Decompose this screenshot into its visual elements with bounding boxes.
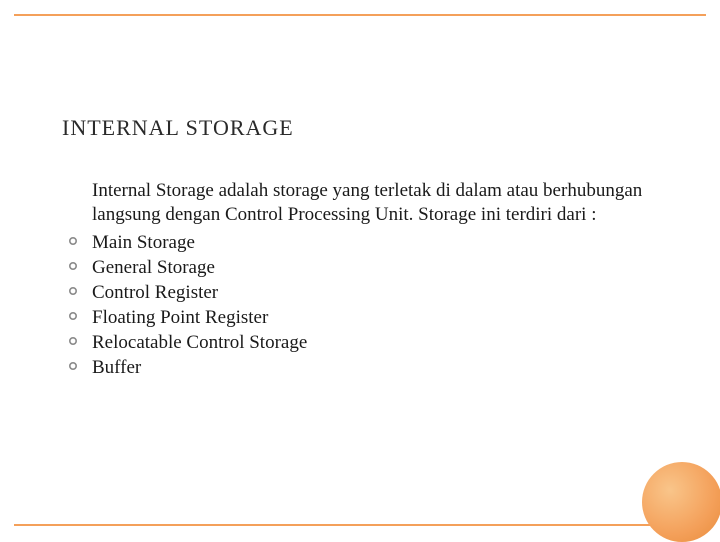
top-border	[14, 14, 706, 16]
list-item: General Storage	[68, 255, 660, 280]
bottom-border	[14, 524, 706, 526]
list-item: Floating Point Register	[68, 305, 660, 330]
list-item-label: Main Storage	[92, 230, 195, 255]
list-item: Buffer	[68, 355, 660, 380]
list-item-label: Relocatable Control Storage	[92, 330, 307, 355]
list-item: Control Register	[68, 280, 660, 305]
list-item-label: Buffer	[92, 355, 141, 380]
list-item-label: Control Register	[92, 280, 218, 305]
page-title: INTERNAL STORAGE	[62, 115, 660, 141]
intro-paragraph: Internal Storage adalah storage yang ter…	[92, 179, 660, 228]
bullet-icon	[68, 305, 92, 321]
list-item-label: Floating Point Register	[92, 305, 268, 330]
slide-content: INTERNAL STORAGE Internal Storage adalah…	[62, 115, 660, 380]
bullet-icon	[68, 230, 92, 246]
bullet-icon	[68, 255, 92, 271]
bullet-icon	[68, 355, 92, 371]
storage-list: Main Storage General Storage Control Reg…	[68, 230, 660, 380]
bullet-icon	[68, 280, 92, 296]
list-item-label: General Storage	[92, 255, 215, 280]
bullet-icon	[68, 330, 92, 346]
list-item: Relocatable Control Storage	[68, 330, 660, 355]
list-item: Main Storage	[68, 230, 660, 255]
corner-decoration	[642, 462, 720, 542]
